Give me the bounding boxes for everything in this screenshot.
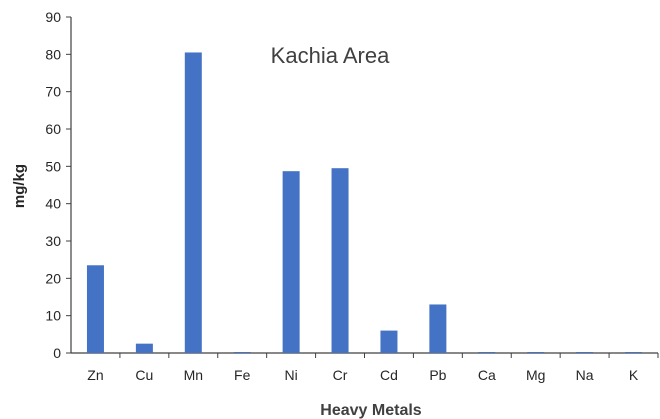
bar-fe (233, 352, 251, 353)
x-tick-label-na: Na (576, 367, 594, 383)
bar-zn (86, 265, 104, 353)
y-tick-label: 80 (45, 46, 61, 62)
x-tick-label-mn: Mn (184, 367, 203, 383)
chart-title: Kachia Area (271, 43, 390, 68)
y-tick-label: 70 (45, 84, 61, 100)
y-tick-label: 60 (45, 121, 61, 137)
bar-cr (331, 168, 349, 353)
x-tick-label-k: K (629, 367, 639, 383)
x-tick-label-ca: Ca (478, 367, 496, 383)
y-tick-label: 10 (45, 308, 61, 324)
y-tick-label: 40 (45, 196, 61, 212)
bar-pb (429, 304, 447, 353)
bar-ca (478, 352, 496, 353)
y-tick-label: 0 (53, 345, 61, 361)
x-tick-label-pb: Pb (429, 367, 446, 383)
y-tick-label: 20 (45, 270, 61, 286)
x-tick-label-ni: Ni (285, 367, 298, 383)
x-tick-label-cu: Cu (135, 367, 153, 383)
x-tick-label-cd: Cd (380, 367, 398, 383)
bar-cu (135, 343, 153, 353)
y-tick-label: 50 (45, 158, 61, 174)
tick-labels: 0 10 20 30 40 50 60 70 80 90 Zn Cu Mn Fe Ni Cr Cd Pb Ca Mg N… (45, 9, 638, 383)
bar-k (625, 352, 643, 353)
bar-cd (380, 330, 398, 353)
bar-mn (184, 52, 202, 353)
y-tick-label: 90 (45, 9, 61, 25)
x-tick-label-zn: Zn (87, 367, 103, 383)
x-tick-label-mg: Mg (526, 367, 545, 383)
y-tick-label: 30 (45, 233, 61, 249)
axes (66, 16, 659, 358)
x-axis-title: Heavy Metals (320, 402, 421, 419)
x-tick-label-cr: Cr (333, 367, 348, 383)
x-tick-label-fe: Fe (234, 367, 251, 383)
bar-na (576, 352, 594, 353)
y-axis-title: mg/kg (11, 164, 28, 208)
bars (86, 52, 643, 353)
bar-ni (282, 171, 300, 353)
bar-mg (527, 352, 545, 353)
